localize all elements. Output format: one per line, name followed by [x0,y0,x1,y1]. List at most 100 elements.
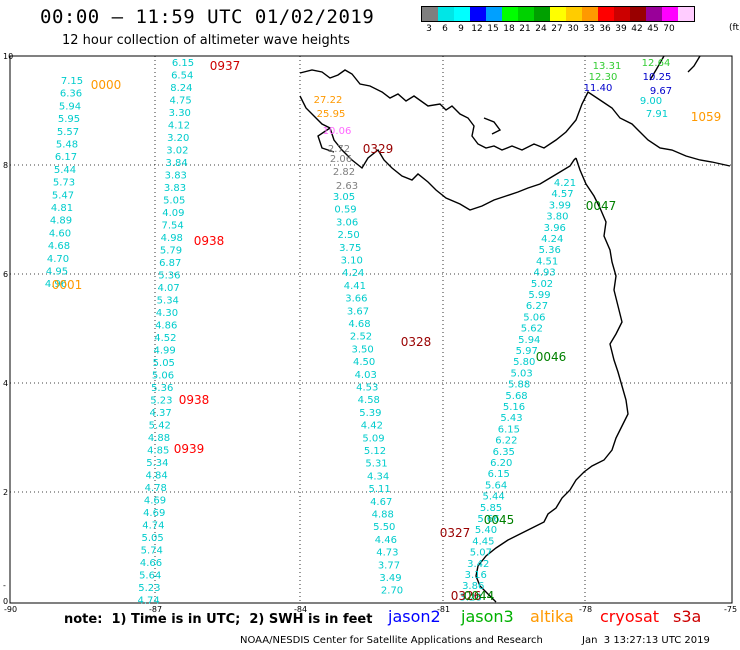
wave-height-value: 5.39 [359,408,381,419]
legend-label: 9 [458,24,464,34]
legend-label: 6 [442,24,448,34]
wave-height-value: 3.96 [544,223,566,234]
wave-height-value: 4.70 [47,254,69,265]
pass-time-label: 0000 [91,78,122,92]
wave-height-value: 4.88 [372,510,394,521]
wave-height-value: 5.31 [365,459,387,470]
wave-height-value: 3.66 [345,294,367,305]
wave-height-value: 3.20 [167,133,189,144]
wave-height-value: 4.68 [348,319,370,330]
lon-tick-label: -84 [294,605,307,614]
legend-swatch [678,7,694,21]
wave-height-value: 6.35 [493,447,515,458]
mission-jason2: jason2 [388,607,441,626]
mission-jason3: jason3 [461,607,514,626]
wave-height-value: 6.54 [171,71,193,82]
wave-height-value: 3.75 [339,243,361,254]
wave-height-value: 4.86 [155,321,177,332]
wave-height-value: 4.46 [375,535,397,546]
axis-ticks: -90 -87 -84 -81 -78 -75 10 8 6 4 2 0 - [3,52,737,614]
wave-height-value: 4.68 [48,241,70,252]
wave-height-value: 5.94 [518,335,540,346]
wave-height-value: 9.00 [640,96,662,107]
wave-height-value: 4.24 [541,234,563,245]
wave-height-value: 12.30 [589,72,618,83]
legend-swatch [518,7,534,21]
generated-timestamp: Jan 3 13:27:13 UTC 2019 [582,635,710,646]
wave-height-value: 3.16 [465,570,487,581]
wave-height-value: 2.72 [328,144,350,155]
wave-height-value: 4.81 [51,203,73,214]
lat-tick-label: 4 [3,379,8,388]
pass-time-label: 1059 [691,110,722,124]
pass-time-label: 0328 [401,335,432,349]
wave-height-value: 11.40 [584,83,613,94]
wave-height-value: 5.36 [539,245,561,256]
wave-height-value: 4.51 [536,256,558,267]
altimeter-tracks: 7.156.365.945.955.575.486.175.445.735.47… [45,58,668,607]
legend-swatch [534,7,550,21]
mission-altika: altika [530,607,574,626]
wave-height-value: 4.34 [367,471,389,482]
wave-height-value: 5.05 [163,196,185,207]
chart-subtitle: 12 hour collection of altimeter wave hei… [62,33,350,48]
wave-height-value: 5.05 [141,533,163,544]
coastline [299,55,731,603]
wave-height-value: 5.73 [53,178,75,189]
wave-height-value: 7.15 [61,76,83,87]
legend-label: 33 [583,24,595,34]
wave-height-value: 4.75 [169,96,191,107]
wave-height-value: 5.85 [480,503,502,514]
legend-label: 18 [503,24,515,34]
footnote: note: 1) Time is in UTC; 2) SWH is in fe… [64,612,373,627]
wave-height-value: 4.88 [148,433,170,444]
lat-tick-label: 8 [3,161,8,170]
legend-swatch [454,7,470,21]
wave-height-value: 5.80 [513,357,535,368]
wave-height-value: 4.12 [168,121,190,132]
legend-label: 24 [535,24,547,34]
legend-swatch [502,7,518,21]
wave-height-value: 25.95 [317,109,346,120]
wave-height-value: 12.64 [642,58,671,69]
wave-height-value: 3.28 [460,592,482,603]
pass-time-label: 0938 [179,393,210,407]
wave-height-value: 13.31 [593,61,622,72]
wave-height-value: 4.84 [145,471,167,482]
wave-height-value: 5.66 [477,514,499,525]
legend-label: 21 [519,24,531,34]
legend-labels: 3 6 9 12 15 18 21 24 27 30 33 36 39 42 45 70 [421,24,695,34]
wave-height-value: 4.95 [46,267,68,278]
wave-height-value: 5.64 [485,480,507,491]
legend-label: 45 [647,24,659,34]
wave-height-value: 4.78 [145,483,167,494]
legend-swatch [630,7,646,21]
wave-height-value: 2.70 [381,586,403,597]
wave-height-value: 5.64 [139,571,161,582]
pass-time-label: 0937 [210,59,241,73]
wave-height-value: 4.74 [142,521,164,532]
wave-height-value: 5.09 [362,433,384,444]
wave-height-value: 4.67 [370,497,392,508]
wave-height-value: 4.99 [153,346,175,357]
pass-time-label: 0938 [194,234,225,248]
wave-height-value: 3.84 [165,158,187,169]
map-frame [9,55,733,604]
lat-tick-label: 2 [3,488,8,497]
legend-swatch [486,7,502,21]
legend-swatch [646,7,662,21]
wave-height-value: 4.98 [161,233,183,244]
wave-height-value: 4.96 [45,279,67,290]
legend-label: 15 [487,24,499,34]
credit-line: NOAA/NESDIS Center for Satellite Applica… [240,635,543,646]
pass-time-label: 0329 [363,142,394,156]
legend-swatch [438,7,454,21]
wave-height-value: 7.54 [161,221,183,232]
wave-height-value: 4.42 [361,421,383,432]
legend-label: 12 [471,24,483,34]
wave-height-value: 3.42 [467,559,489,570]
wave-height-value: 5.68 [505,391,527,402]
wave-height-value: 5.97 [516,346,538,357]
wave-height-value: 4.50 [353,357,375,368]
